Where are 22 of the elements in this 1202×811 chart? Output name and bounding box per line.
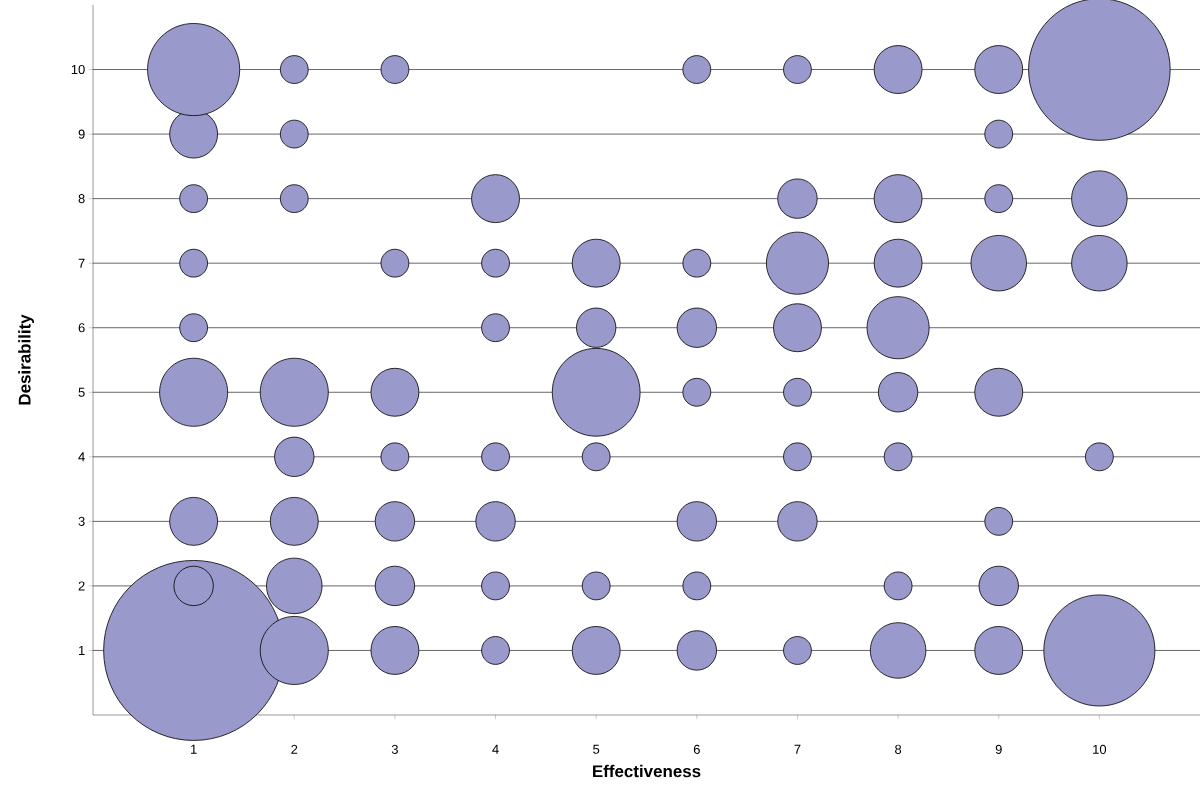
y-tick-label: 8 [78,194,85,204]
x-tick-label: 9 [995,744,1002,754]
y-tick-label: 4 [78,452,85,462]
x-tick-label: 10 [1093,744,1107,754]
y-tick-label: 3 [78,516,85,526]
y-axis-title: Desirability [18,314,34,405]
x-axis-title: Effectiveness [593,764,701,778]
x-tick-label: 8 [895,744,902,754]
x-tick-label: 4 [492,744,499,754]
y-tick-label: 5 [78,387,85,397]
y-tick-label: 10 [71,64,85,75]
x-tick-label: 3 [391,744,398,754]
x-tick-label: 1 [191,744,197,754]
x-tick-label: 7 [794,744,801,754]
y-tick-label: 2 [78,581,85,591]
y-tick-label: 1 [79,646,85,655]
x-tick-label: 6 [693,744,700,754]
x-tick-label: 2 [291,744,298,754]
x-tick-label: 5 [593,744,600,754]
y-tick-label: 7 [78,258,85,268]
y-tick-label: 9 [78,129,85,139]
y-tick-label: 6 [78,323,85,333]
